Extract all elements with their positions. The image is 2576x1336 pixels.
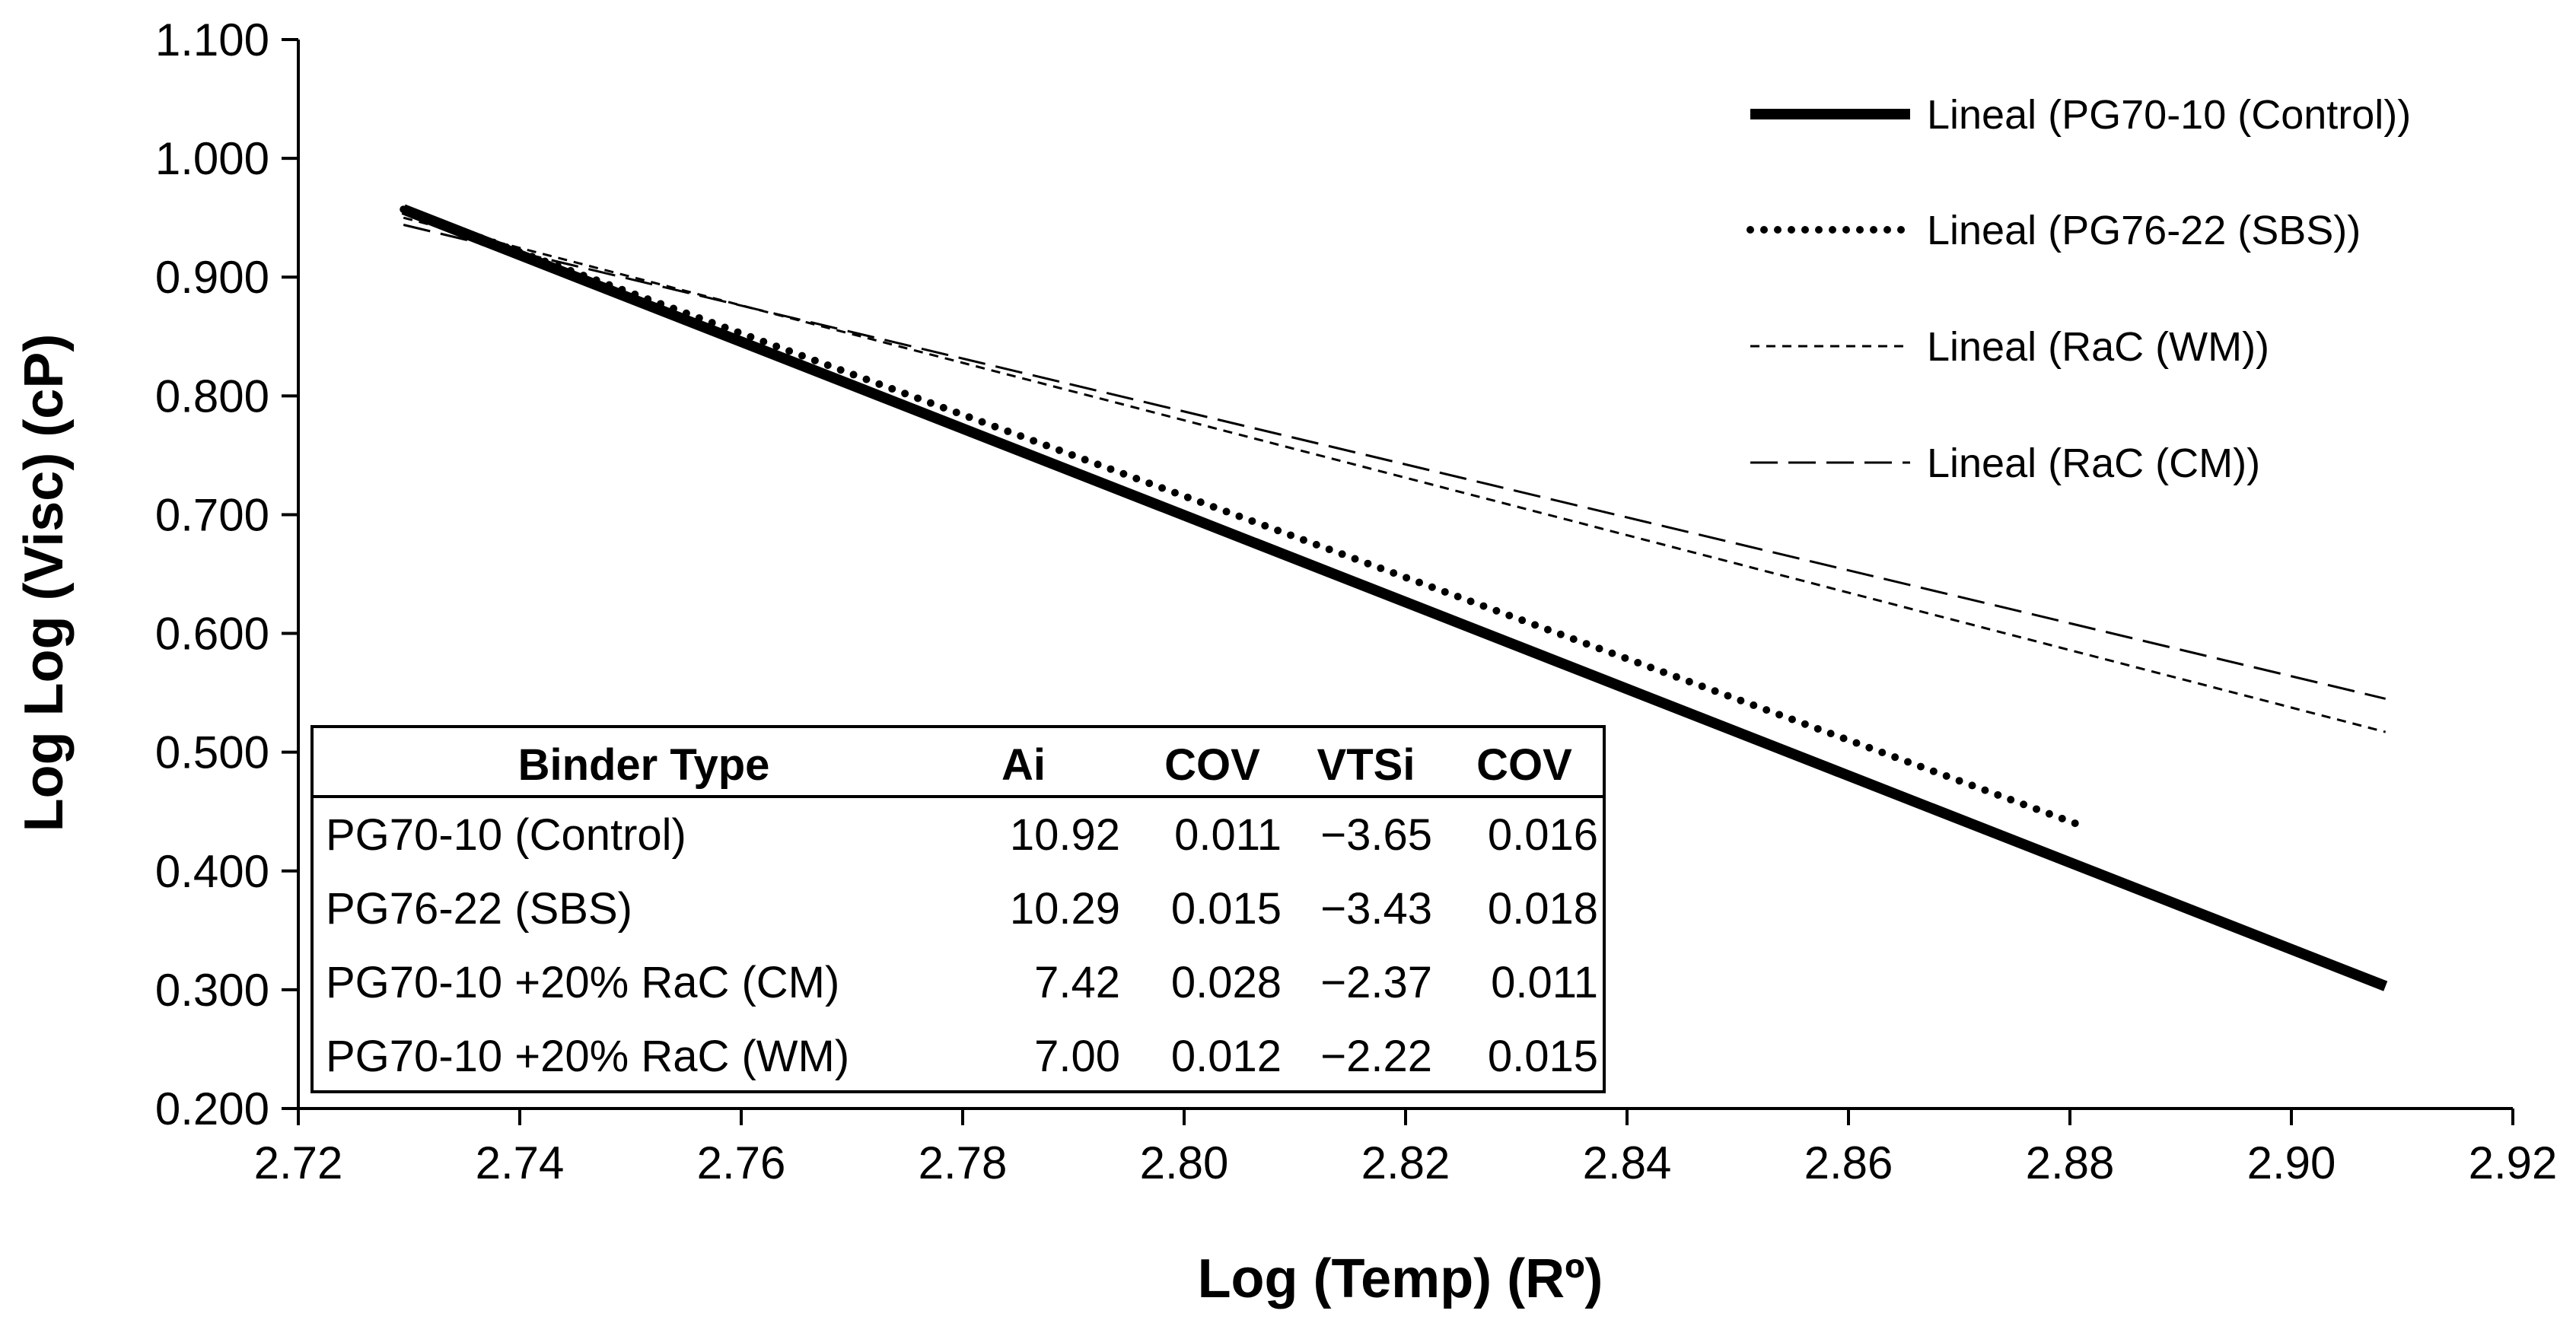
- legend-label-pg70-10-control: Lineal (PG70-10 (Control)): [1927, 92, 2411, 138]
- table-cell-cov: 0.011: [1174, 810, 1282, 860]
- coefficients-table: Binder Type Ai COV VTSi COV PG70-10 (Control)…: [310, 725, 1606, 1093]
- table-cell-ai: 10.92: [1010, 810, 1120, 860]
- legend-label-pg76-22-sbs: Lineal (PG76-22 (SBS)): [1927, 208, 2361, 253]
- table-cell-binder-type: PG70-10 +20% RaC (WM): [326, 1032, 849, 1081]
- series-line-pg70-10-control: [401, 204, 2388, 991]
- table-header-vtsi: VTSi: [1317, 740, 1415, 790]
- x-tick-label: 2.92: [2469, 1137, 2558, 1188]
- x-tick-label: 2.82: [1361, 1137, 1450, 1188]
- table-header-cov: COV: [1164, 740, 1260, 790]
- table-cell-vtsi: −3.43: [1320, 884, 1432, 934]
- y-tick-label: 1.100: [155, 14, 269, 65]
- table-header-cov-2: COV: [1476, 740, 1572, 790]
- x-tick-label: 2.72: [254, 1137, 343, 1188]
- x-tick-label: 2.76: [697, 1137, 786, 1188]
- series-line-pg76-22-sbs: [400, 205, 2080, 828]
- y-axis-title: Log Log (Visc) (cP): [14, 334, 75, 832]
- y-tick-label: 0.700: [155, 489, 269, 540]
- y-tick-label: 0.200: [155, 1083, 269, 1134]
- y-tick-label: 0.600: [155, 609, 269, 660]
- table-cell-vtsi: −3.65: [1320, 810, 1432, 860]
- y-tick-label: 0.800: [155, 371, 269, 421]
- table-cell-binder-type: PG76-22 (SBS): [326, 884, 632, 934]
- x-tick-label: 2.74: [476, 1137, 565, 1188]
- table-cell-cov-2: 0.015: [1488, 1032, 1598, 1081]
- table-cell-binder-type: PG70-10 (Control): [326, 810, 686, 860]
- table-cell-cov-2: 0.016: [1488, 810, 1598, 860]
- x-axis-title: Log (Temp) (Rº): [1198, 1249, 1603, 1309]
- table-header-binder-type: Binder Type: [518, 740, 770, 790]
- x-tick-label: 2.84: [1583, 1137, 1672, 1188]
- series-line-rac-cm: [403, 224, 2387, 700]
- table-cell-vtsi: −2.37: [1320, 958, 1432, 1007]
- table-cell-cov: 0.028: [1171, 958, 1282, 1007]
- table-cell-vtsi: −2.22: [1320, 1032, 1432, 1081]
- table-cell-binder-type: PG70-10 +20% RaC (CM): [326, 958, 839, 1007]
- x-tick-label: 2.88: [2026, 1137, 2115, 1188]
- x-tick-label: 2.78: [919, 1137, 1008, 1188]
- legend: Lineal (PG70-10 (Control)) Lineal (PG76-2…: [1747, 92, 2411, 486]
- table-frame: [310, 725, 1606, 1093]
- ticks-layer: 0.200 0.300 0.400 0.500 0.600 0.700 0.800 0.900…: [155, 14, 2558, 1188]
- legend-label-rac-wm: Lineal (RaC (WM)): [1927, 324, 2269, 370]
- x-tick-label: 2.86: [1804, 1137, 1893, 1188]
- table-cell-ai: 7.00: [1034, 1032, 1120, 1081]
- series-line-rac-wm: [403, 216, 2387, 733]
- table-cell-cov-2: 0.018: [1488, 884, 1598, 934]
- table-cell-cov: 0.012: [1171, 1032, 1282, 1081]
- table-cell-cov: 0.015: [1171, 884, 1282, 934]
- y-tick-label: 0.400: [155, 846, 269, 897]
- table-cell-cov-2: 0.011: [1491, 958, 1598, 1007]
- table-header-ai: Ai: [1001, 740, 1046, 790]
- table-cell-ai: 10.29: [1010, 884, 1120, 934]
- y-tick-label: 0.500: [155, 727, 269, 778]
- y-tick-label: 0.300: [155, 965, 269, 1016]
- table-cell-ai: 7.42: [1034, 958, 1120, 1007]
- x-tick-label: 2.80: [1140, 1137, 1229, 1188]
- y-tick-label: 1.000: [155, 133, 269, 184]
- legend-label-rac-cm: Lineal (RaC (CM)): [1927, 441, 2260, 486]
- series-layer: [400, 204, 2388, 991]
- x-tick-label: 2.90: [2247, 1137, 2336, 1188]
- y-tick-label: 0.900: [155, 252, 269, 303]
